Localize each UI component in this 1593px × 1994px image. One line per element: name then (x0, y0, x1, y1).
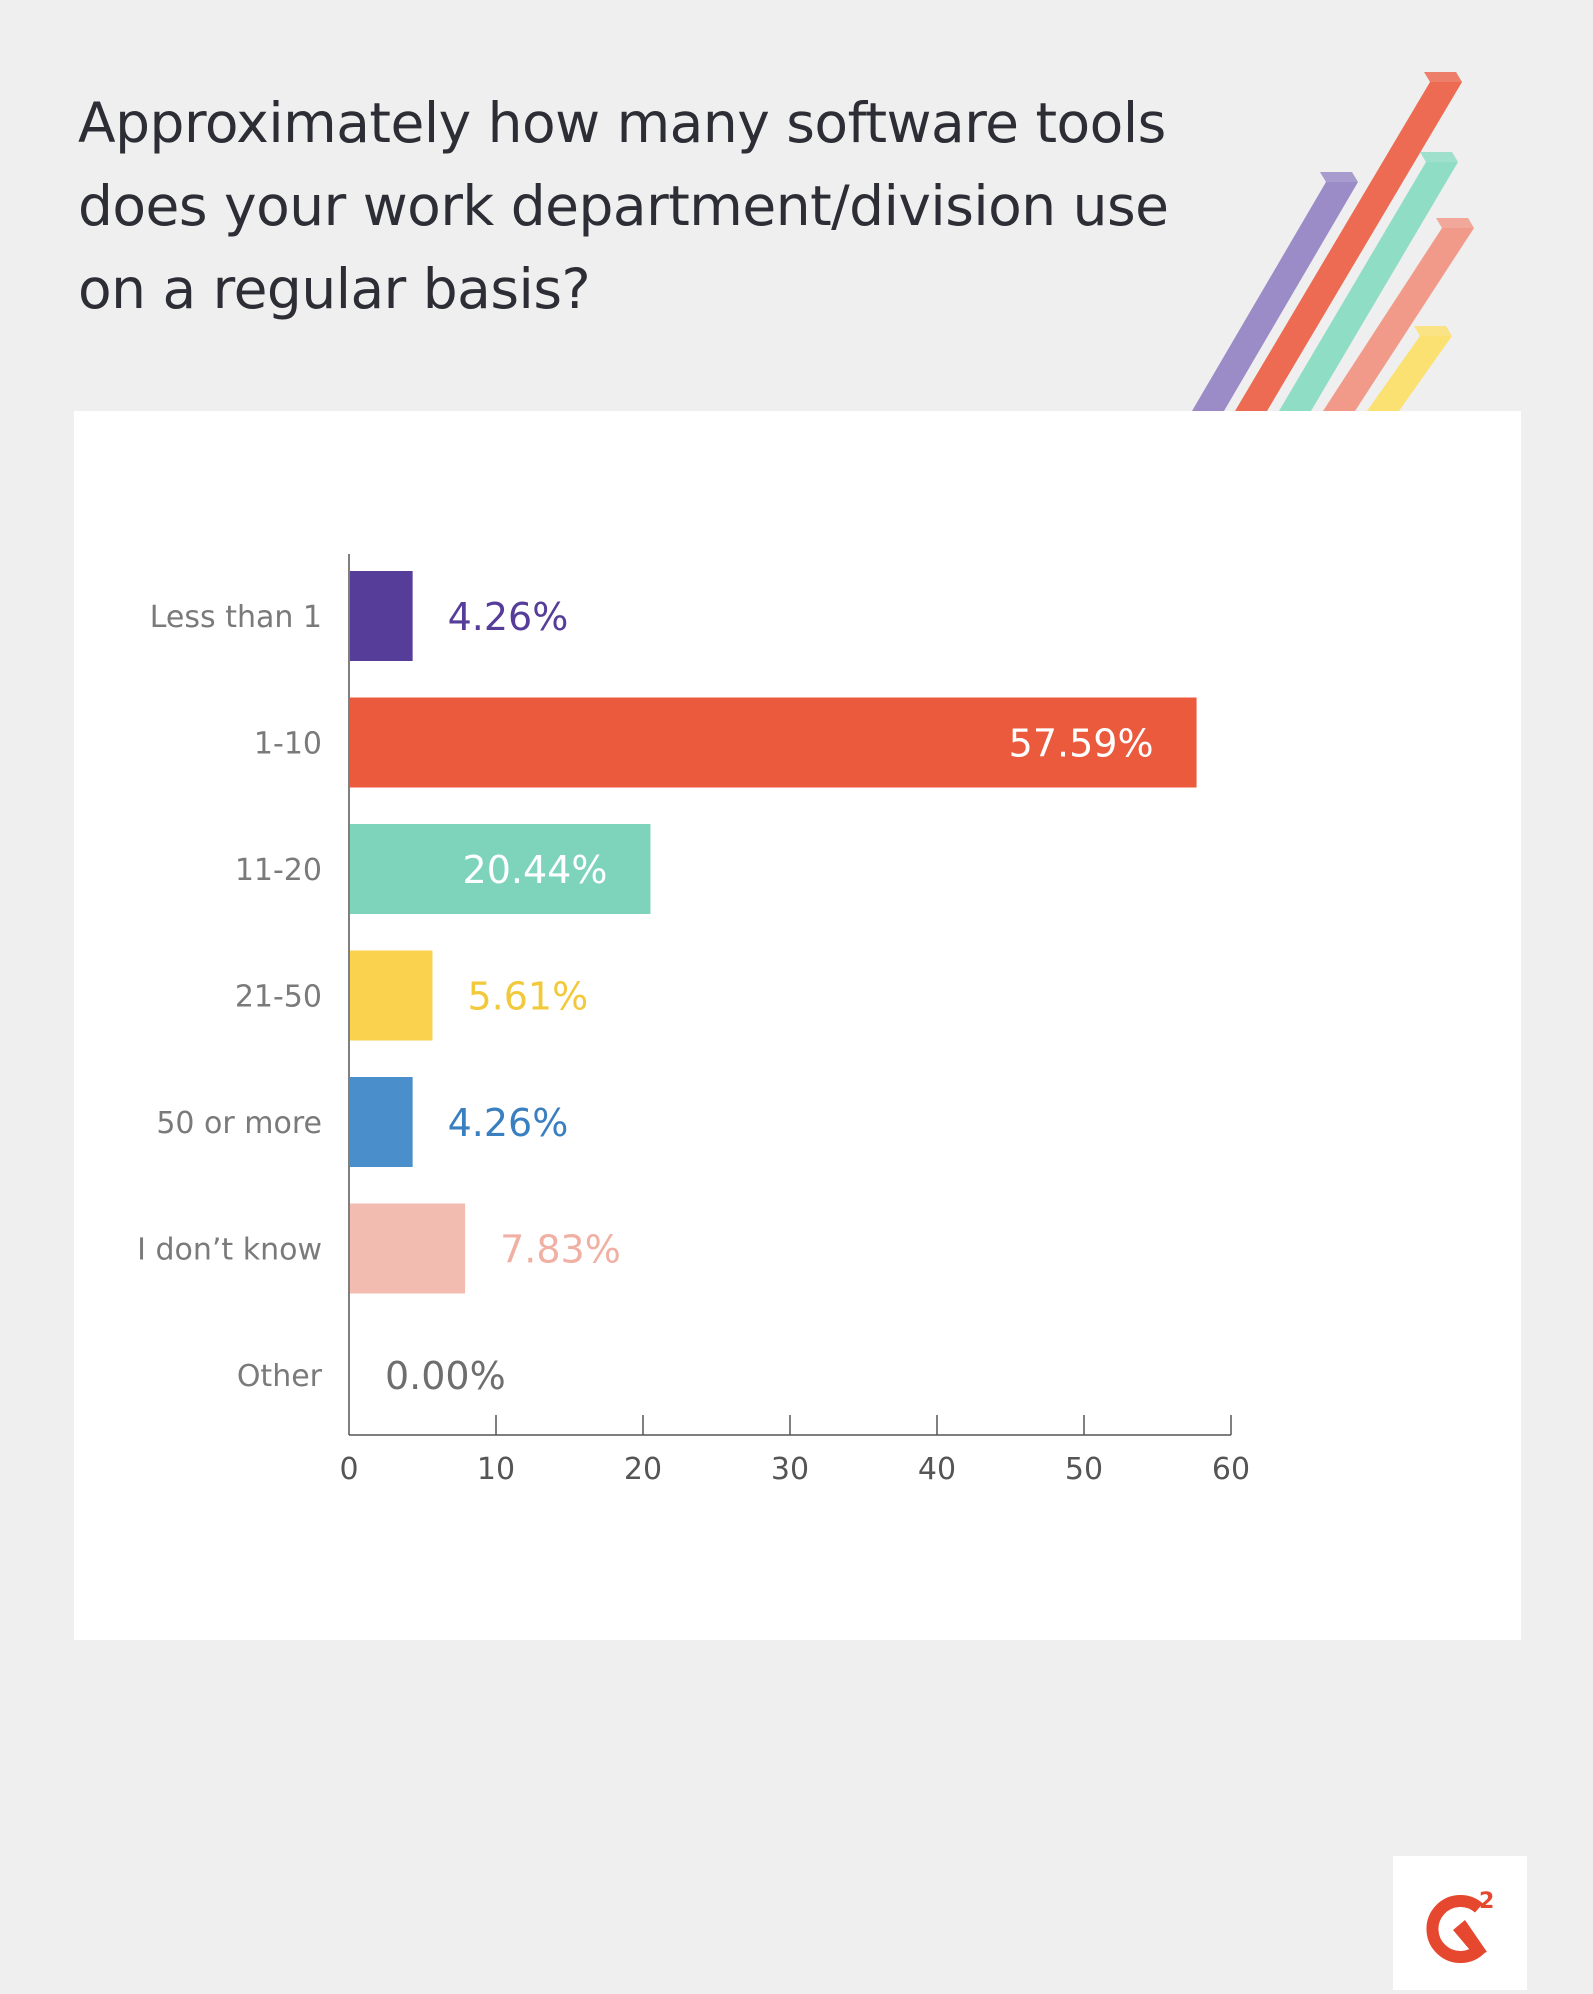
bar (350, 1077, 413, 1167)
decorative-stripe (1279, 162, 1458, 411)
value-label: 4.26% (448, 595, 569, 639)
value-label: 20.44% (463, 848, 608, 892)
category-label: 21-50 (235, 980, 322, 1015)
bar-chart: 0 10 20 30 40 50 60 Less than 1 4.26% 1-10 57.59% 1… (137, 554, 1250, 1487)
x-tick-label: 40 (918, 1452, 956, 1487)
value-label: 0.00% (385, 1354, 506, 1398)
decorative-stripe (1323, 228, 1474, 411)
value-label: 4.26% (448, 1101, 569, 1145)
decorative-stripe-cap (1424, 72, 1462, 82)
bar (350, 1203, 466, 1294)
value-label: 5.61% (467, 975, 588, 1019)
value-label: 57.59% (1009, 722, 1154, 766)
bar (350, 824, 651, 914)
category-label: 1-10 (254, 727, 322, 762)
x-tick-label: 50 (1065, 1452, 1103, 1487)
bar (350, 697, 1197, 788)
chart-panel: 0 10 20 30 40 50 60 Less than 1 4.26% 1-10 57.59% 1… (74, 411, 1527, 1990)
g2-logo-icon: 2 (1426, 1889, 1494, 1963)
value-label: 7.83% (500, 1228, 621, 1272)
decorative-stripe (1367, 336, 1452, 411)
category-label: Less than 1 (150, 600, 322, 635)
decorative-stripe-cap (1436, 218, 1474, 228)
decorative-stripe-cap (1414, 326, 1452, 336)
category-label: 50 or more (156, 1106, 322, 1141)
decorative-stripe (1192, 182, 1358, 411)
bar (350, 950, 433, 1041)
decorative-stripe (1235, 82, 1462, 411)
decorative-stripes (1192, 72, 1474, 411)
g2-logo-superscript: 2 (1479, 1889, 1494, 1914)
logo-box: 2 (1393, 1856, 1527, 1990)
decorative-stripe-cap (1320, 172, 1358, 182)
x-tick-label: 10 (477, 1452, 515, 1487)
chart-title: Approximately how many software tools do… (78, 91, 1169, 321)
category-label: Other (237, 1359, 323, 1394)
category-label: 11-20 (235, 853, 322, 888)
x-tick-label: 20 (624, 1452, 662, 1487)
decorative-stripe-cap (1420, 152, 1458, 162)
x-tick-label: 30 (771, 1452, 809, 1487)
bar (350, 571, 413, 661)
category-label: I don’t know (137, 1233, 322, 1268)
x-tick-label: 0 (339, 1452, 358, 1487)
x-tick-label: 60 (1212, 1452, 1250, 1487)
